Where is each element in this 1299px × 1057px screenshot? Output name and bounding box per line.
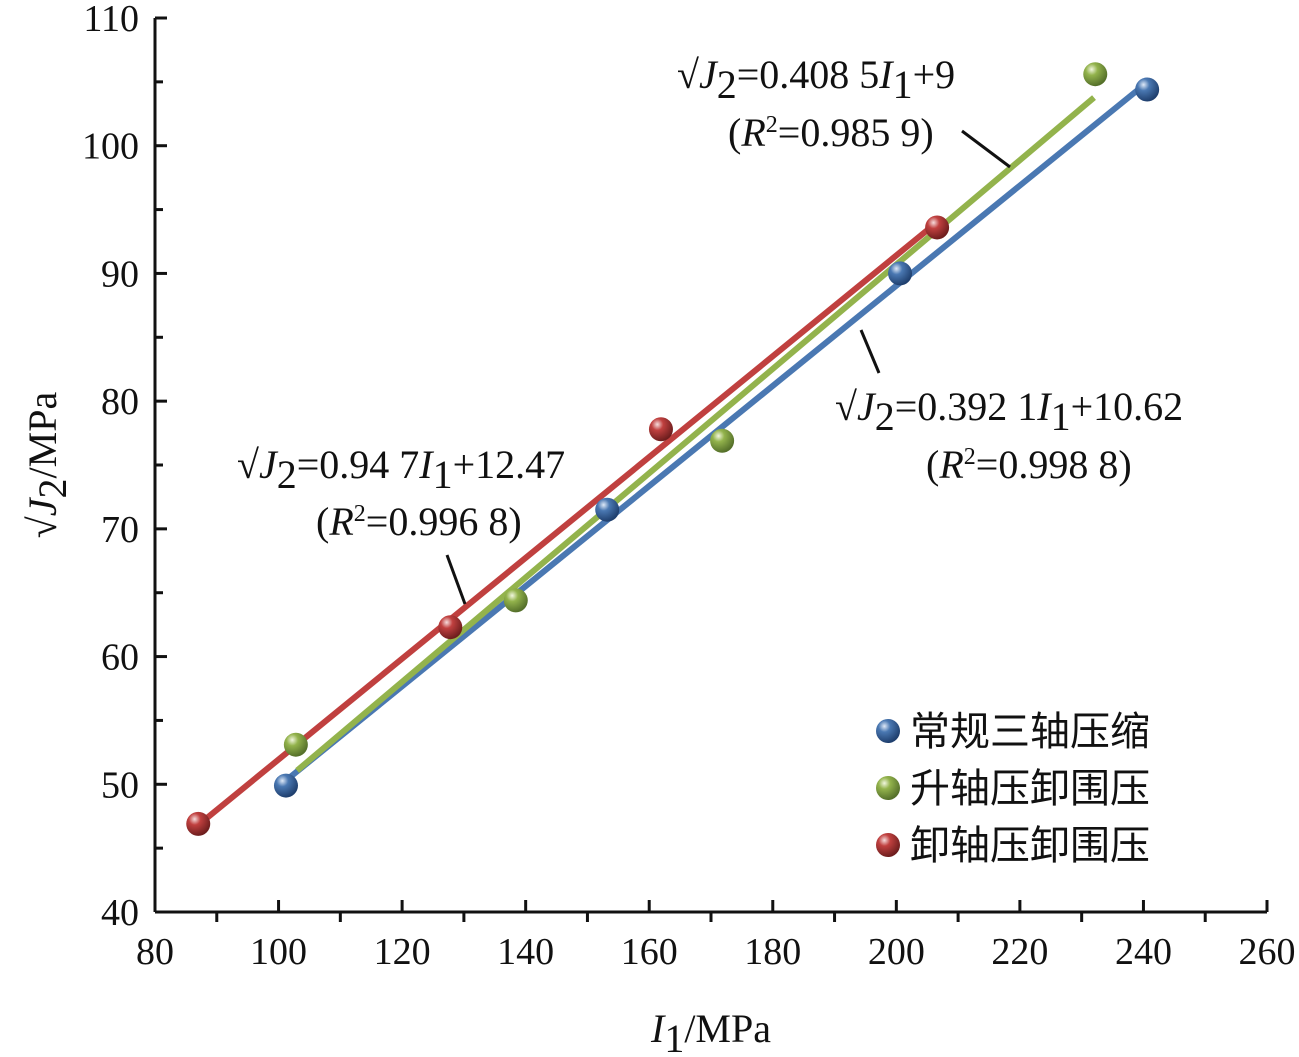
y-tick-label: 90 [101,253,139,295]
annotation-leader-red [445,554,467,605]
y-tick-label: 80 [101,381,139,423]
x-tick-label: 220 [991,931,1048,973]
x-tick-label: 200 [868,931,925,973]
annotation-equation-green: √J2=0.408 5I1+9 [677,52,955,107]
data-point [186,811,211,836]
fit-line [196,219,940,828]
x-axis-label: I1/MPa [650,1006,771,1057]
annotation-equation-red: √J2=0.94 7I1+12.47 [237,442,565,497]
x-tick-label: 120 [374,931,431,973]
fit-line [295,95,1096,773]
x-tick-label: 100 [250,931,307,973]
y-tick-label: 40 [101,892,139,934]
legend-marker-red [876,833,900,857]
x-tick-label: 180 [744,931,801,973]
legend: 常规三轴压缩 升轴压卸围压 卸轴压卸围压 [876,709,1150,869]
data-point [503,588,528,613]
data-point [925,215,950,240]
data-points [186,62,1160,836]
data-point [888,261,913,286]
y-tick-label: 110 [83,0,139,40]
x-tick-label: 240 [1115,931,1172,973]
data-point [273,773,298,798]
y-tick-label: 70 [101,509,139,551]
annotation-equation-blue: √J2=0.392 1I1+10.62 [835,384,1183,439]
data-point [438,615,463,640]
y-tick-label: 100 [82,126,139,168]
annotation-leader-blue [859,329,881,374]
legend-marker-blue [876,719,900,743]
legend-label: 升轴压卸围压 [910,766,1150,812]
y-axis-label: √J2/MPa [20,392,75,539]
data-point [283,732,308,757]
data-point [648,417,673,442]
y-tick-label: 50 [101,764,139,806]
x-tick-label: 80 [136,931,174,973]
annotation-r2-red: (R2=0.996 8) [316,499,522,544]
x-tick-label: 260 [1239,931,1296,973]
data-point [595,497,620,522]
legend-label: 卸轴压卸围压 [910,823,1150,869]
data-point [1083,62,1108,87]
annotation-leader-green [961,129,1011,169]
x-tick-label: 160 [621,931,678,973]
data-point [710,428,735,453]
legend-marker-green [876,776,900,800]
x-tick-label: 140 [497,931,554,973]
axes: 80 100 120 140 160 180 200 220 240 260 40 50 60 70 80 9… [82,0,1296,973]
legend-label: 常规三轴压缩 [910,709,1150,755]
data-point [1135,77,1160,102]
annotation-r2-green: (R2=0.985 9) [728,110,934,155]
y-tick-label: 60 [101,637,139,679]
annotation-r2-blue: (R2=0.998 8) [926,442,1132,487]
